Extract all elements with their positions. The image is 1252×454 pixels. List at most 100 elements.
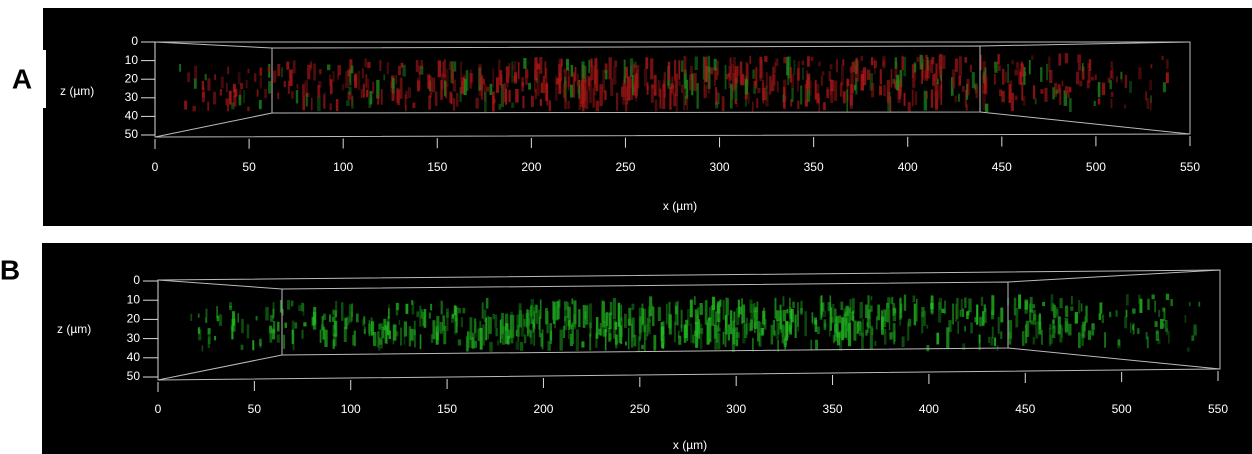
fluorescence: [957, 321, 959, 334]
fluorescence: [794, 314, 797, 338]
fluorescence: [897, 88, 901, 103]
fluorescence: [395, 75, 398, 85]
z-axis-label: z (µm): [60, 84, 94, 98]
fluorescence: [420, 66, 424, 75]
fluorescence: [734, 66, 739, 84]
fluorescence: [604, 90, 607, 100]
box-edge: [154, 41, 273, 49]
fluorescence: [756, 98, 759, 109]
fluorescence: [802, 67, 804, 80]
fluorescence: [226, 82, 228, 93]
z-tick-label: 20: [127, 312, 141, 326]
fluorescence: [1021, 74, 1024, 85]
fluorescence: [903, 92, 906, 106]
fluorescence: [865, 329, 868, 336]
fluorescence: [725, 73, 729, 80]
fluorescence: [649, 296, 653, 317]
fluorescence: [305, 93, 308, 107]
x-tick-label: 200: [533, 402, 553, 416]
fluorescence: [216, 315, 220, 322]
fluorescence: [395, 331, 399, 337]
fluorescence: [506, 81, 509, 88]
fluorescence: [496, 77, 500, 93]
fluorescence: [380, 89, 383, 105]
fluorescence: [840, 301, 844, 311]
x-tick-label: 550: [1208, 402, 1228, 416]
fluorescence: [451, 314, 454, 323]
fluorescence: [1032, 336, 1035, 345]
fluorescence: [919, 55, 924, 70]
fluorescence: [318, 81, 322, 88]
fluorescence: [368, 323, 372, 331]
fluorescence: [1157, 338, 1161, 344]
fluorescence: [715, 87, 718, 105]
fluorescence: [555, 301, 559, 321]
fluorescence: [961, 86, 965, 92]
fluorescence: [397, 65, 402, 76]
fluorescence: [256, 89, 259, 97]
fluorescence: [1054, 325, 1057, 333]
fluorescence: [510, 311, 513, 331]
x-tick-label: 300: [726, 402, 746, 416]
fluorescence: [578, 309, 581, 328]
fluorescence: [1088, 59, 1092, 71]
fluorescence: [254, 73, 257, 82]
fluorescence: [804, 84, 809, 107]
fluorescence: [301, 302, 304, 312]
fluorescence: [833, 80, 838, 101]
fluorescence: [623, 59, 626, 84]
fluorescence: [741, 74, 745, 86]
fluorescence: [639, 316, 641, 341]
fluorescence: [627, 327, 630, 350]
fluorescence: [826, 87, 829, 97]
fluorescence: [361, 68, 364, 79]
fluorescence: [730, 64, 735, 74]
fluorescence: [1052, 321, 1055, 329]
panel-a-background: [43, 8, 1252, 226]
fluorescence: [550, 330, 553, 341]
fluorescence: [646, 317, 649, 337]
fluorescence: [545, 308, 548, 325]
fluorescence: [1074, 312, 1078, 324]
fluorescence: [900, 303, 903, 319]
fluorescence: [780, 310, 783, 333]
fluorescence: [729, 310, 733, 335]
fluorescence: [419, 334, 422, 350]
fluorescence: [816, 93, 820, 104]
fluorescence: [866, 69, 871, 80]
fluorescence: [735, 339, 739, 347]
fluorescence: [745, 99, 748, 107]
fluorescence: [926, 91, 928, 99]
fluorescence: [400, 62, 404, 68]
fluorescence: [849, 84, 853, 106]
fluorescence: [657, 306, 661, 321]
fluorescence: [402, 64, 406, 77]
fluorescence: [805, 100, 808, 107]
panel-b-background: [42, 243, 1252, 454]
fluorescence: [530, 299, 535, 316]
fluorescence: [974, 317, 977, 323]
fluorescence: [697, 307, 700, 332]
fluorescence: [258, 100, 262, 110]
fluorescence: [595, 332, 598, 348]
fluorescence: [518, 310, 523, 328]
fluorescence: [1084, 316, 1086, 326]
fluorescence: [192, 105, 196, 112]
fluorescence: [411, 301, 415, 315]
fluorescence: [822, 310, 826, 317]
fluorescence: [445, 82, 448, 99]
fluorescence: [539, 99, 542, 106]
fluorescence: [207, 101, 210, 111]
fluorescence: [862, 67, 867, 86]
fluorescence: [372, 81, 375, 94]
fluorescence: [726, 298, 729, 316]
fluorescence: [1071, 295, 1073, 305]
fluorescence: [738, 306, 742, 315]
fluorescence: [1191, 335, 1195, 341]
fluorescence: [469, 73, 473, 89]
fluorescence: [829, 78, 832, 96]
fluorescence: [932, 74, 935, 86]
fluorescence: [924, 70, 929, 81]
fluorescence: [836, 59, 838, 73]
fluorescence: [938, 297, 942, 310]
